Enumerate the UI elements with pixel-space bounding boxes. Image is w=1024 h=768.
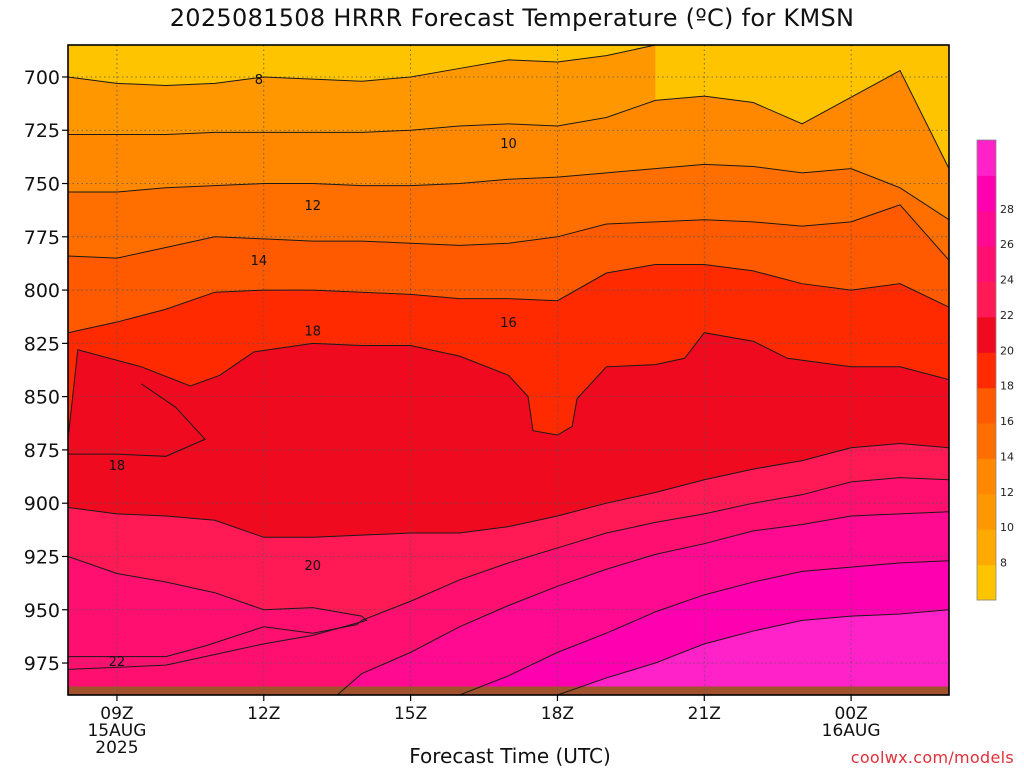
colorbar-swatch: [977, 387, 996, 424]
grid: [68, 45, 949, 695]
contour-line-26-11: [459, 560, 949, 695]
colorbar-label: 14: [1000, 450, 1014, 463]
colorbar-swatch: [977, 246, 996, 283]
colorbar-swatch: [977, 210, 996, 247]
terrain-strip: [68, 686, 949, 695]
contour-label-16: 16: [500, 316, 517, 331]
contour-line-14-3: [68, 204, 949, 261]
colorbar-swatch: [977, 175, 996, 212]
contour-label-20: 20: [304, 559, 321, 574]
contour-line-12-2: [68, 163, 949, 221]
colorbar-label: 28: [1000, 203, 1014, 216]
x-tick-label: 2025: [95, 738, 138, 758]
colorbar-swatch: [977, 281, 996, 318]
y-tick-label: 750: [24, 174, 60, 196]
y-tick-label: 800: [24, 280, 60, 302]
colorbar: 8 10 12 14 16 18 20 22 24 26 28: [976, 139, 1014, 601]
contour-line-22-9: [68, 556, 368, 670]
y-tick-label: 850: [24, 387, 60, 409]
x-tick-label: 16AUG: [822, 721, 881, 741]
contour-label-8: 8: [255, 73, 263, 88]
colorbar-label: 10: [1000, 521, 1014, 534]
x-axis-label: Forecast Time (UTC): [409, 744, 611, 768]
contour-line-10-1: [68, 69, 949, 169]
colorbar-label: 8: [1000, 557, 1007, 570]
plot-frame: [67, 44, 950, 696]
contour-line-20-7: [68, 443, 949, 538]
contour-line-24-10: [336, 511, 949, 695]
contour-line-22-8: [68, 477, 949, 658]
contour-line-8-0: [68, 45, 656, 86]
contour-label-10: 10: [500, 137, 517, 152]
y-tick-label: 975: [24, 653, 60, 675]
colorbar-swatch: [977, 564, 996, 601]
colorbar-label: 18: [1000, 380, 1014, 393]
contour-labels: 8 10 12 14 16 18 18 20 22: [109, 73, 517, 670]
colorbar-swatch: [977, 423, 996, 459]
contour-label-12: 12: [304, 199, 321, 214]
filled-contours: [68, 45, 949, 695]
y-tick-label: 900: [24, 493, 60, 515]
contour-lines: [68, 45, 949, 695]
colorbar-swatch: [977, 458, 996, 495]
contour-label-18: 18: [304, 325, 321, 340]
source-credit: coolwx.com/models: [850, 748, 1014, 767]
colorbar-label: 12: [1000, 486, 1014, 499]
contour-label-22: 22: [109, 655, 126, 670]
y-tick-label: 700: [24, 67, 60, 89]
y-tick-label: 725: [24, 120, 60, 142]
colorbar-label: 26: [1000, 238, 1014, 251]
contour-line-28-12: [557, 609, 949, 695]
colorbar-label: 16: [1000, 415, 1014, 428]
band-22-1: [68, 556, 367, 695]
x-tick-label: 09Z: [100, 704, 133, 724]
contour-line-16-4: [68, 264, 949, 334]
x-tick-label: 15AUG: [87, 721, 146, 741]
x-tick-label: 18Z: [541, 704, 574, 724]
colorbar-label: 22: [1000, 309, 1014, 322]
colorbar-swatch: [977, 352, 996, 389]
contour-line-18-6: [68, 383, 206, 457]
y-tick-label: 875: [24, 440, 60, 462]
x-tick-label: 00Z: [834, 704, 867, 724]
colorbar-swatch: [977, 493, 996, 530]
y-tick-label: 825: [24, 333, 60, 355]
colorbar-swatch: [977, 316, 996, 353]
x-tick-label: 21Z: [688, 704, 721, 724]
colorbar-frame: [976, 139, 997, 601]
colorbar-label: 24: [1000, 274, 1014, 287]
x-tick-label: 12Z: [247, 704, 280, 724]
y-tick-label: 925: [24, 546, 60, 568]
colorbar-swatch: [977, 140, 996, 176]
y-tick-label: 950: [24, 600, 60, 622]
contour-line-18-5: [68, 332, 949, 440]
colorbar-swatch: [977, 529, 996, 566]
colorbar-label: 20: [1000, 344, 1014, 357]
contour-label-18: 18: [109, 459, 126, 474]
y-axis: 700 725 750 775 800 825 850 875 900 925 950 975: [24, 67, 68, 675]
chart-title: 2025081508 HRRR Forecast Temperature (ºC…: [169, 4, 855, 32]
x-tick-label: 15Z: [394, 704, 427, 724]
contour-label-14: 14: [251, 254, 268, 269]
y-tick-label: 775: [24, 227, 60, 249]
